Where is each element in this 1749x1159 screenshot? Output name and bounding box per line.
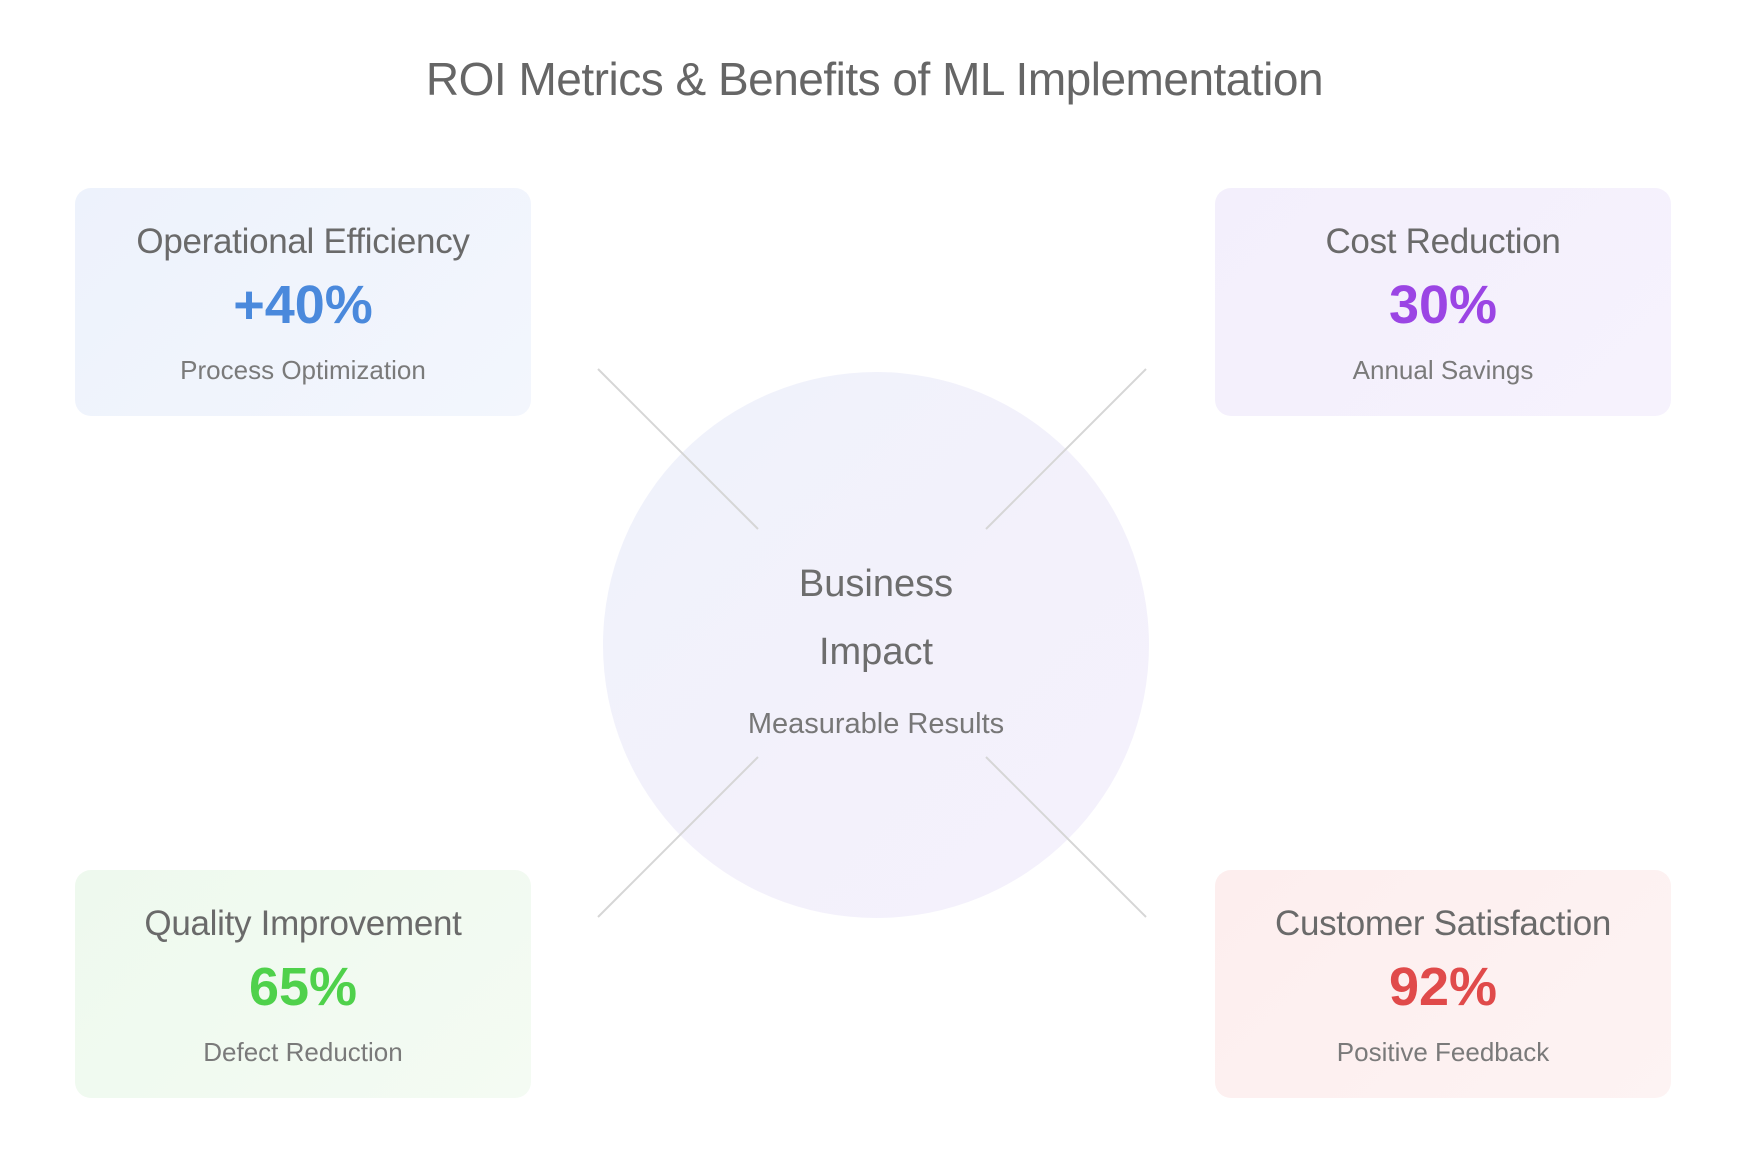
- card-subtitle: Positive Feedback: [1336, 1037, 1550, 1067]
- card-subtitle: Process Optimization: [180, 355, 426, 385]
- card-subtitle: Annual Savings: [1352, 355, 1534, 385]
- card-operational-efficiency: Operational Efficiency +40% Process Opti…: [75, 188, 531, 416]
- card-value: 30%: [1388, 275, 1498, 335]
- card-label: Customer Satisfaction: [1274, 904, 1612, 943]
- card-value: 65%: [248, 957, 358, 1017]
- card-quality-improvement: Quality Improvement 65% Defect Reduction: [75, 870, 531, 1098]
- connector-bottom-left: [597, 756, 759, 918]
- connector-top-left: [597, 368, 759, 530]
- card-value: +40%: [233, 275, 373, 335]
- card-label: Quality Improvement: [144, 904, 462, 943]
- connector-top-right: [985, 368, 1147, 530]
- page-title: ROI Metrics & Benefits of ML Implementat…: [425, 53, 1324, 105]
- hub-title-line1: Business: [798, 563, 954, 605]
- hub-title-line2: Impact: [818, 631, 934, 673]
- card-subtitle: Defect Reduction: [203, 1037, 403, 1067]
- card-customer-satisfaction: Customer Satisfaction 92% Positive Feedb…: [1215, 870, 1671, 1098]
- business-impact-hub: [603, 372, 1149, 918]
- card-label: Cost Reduction: [1325, 222, 1561, 261]
- card-cost-reduction: Cost Reduction 30% Annual Savings: [1215, 188, 1671, 416]
- card-label: Operational Efficiency: [136, 222, 470, 261]
- card-value: 92%: [1388, 957, 1498, 1017]
- hub-subtitle: Measurable Results: [747, 708, 1005, 740]
- connector-bottom-right: [985, 756, 1147, 918]
